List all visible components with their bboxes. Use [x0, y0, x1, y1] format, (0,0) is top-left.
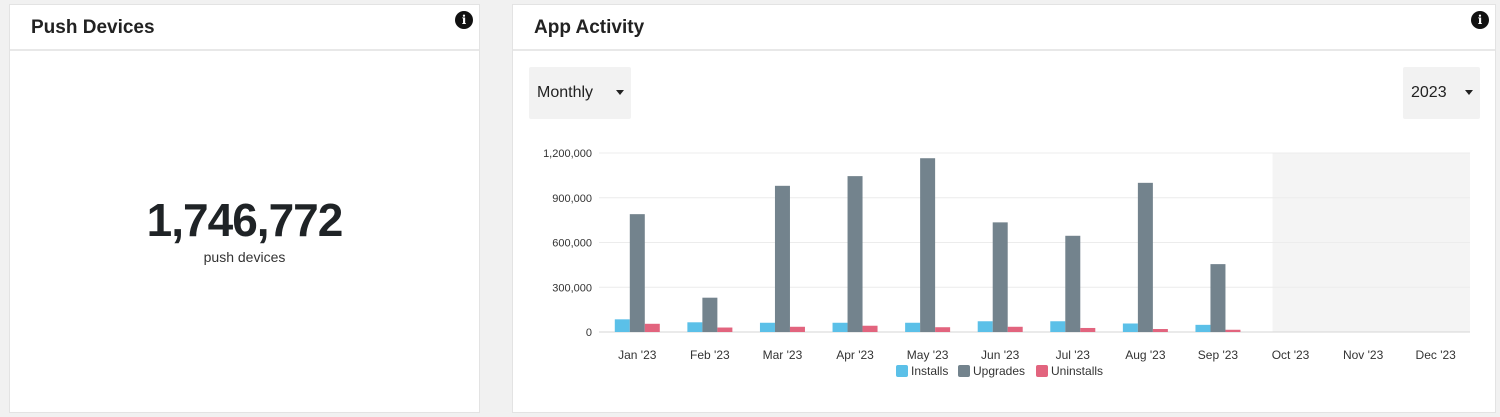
x-tick-label: Sep '23 — [1198, 348, 1239, 362]
legend-label: Upgrades — [973, 364, 1025, 378]
bar-upgrades — [774, 185, 790, 332]
period-select-value: Monthly — [537, 84, 594, 101]
bar-installs — [905, 322, 921, 332]
bar-installs — [687, 322, 703, 332]
legend-item-upgrades[interactable]: Upgrades — [958, 364, 1025, 378]
bar-installs — [832, 322, 848, 332]
x-tick-label: Feb '23 — [690, 348, 730, 362]
card-title: App Activity — [534, 17, 645, 38]
bar-uninstalls — [717, 327, 733, 332]
y-tick-label: 600,000 — [552, 238, 592, 250]
y-tick-label: 300,000 — [552, 282, 592, 294]
bar-uninstalls — [1007, 326, 1023, 332]
x-tick-label: Jan '23 — [618, 348, 657, 362]
bar-installs — [1050, 321, 1066, 332]
bar-installs — [1122, 323, 1138, 332]
y-tick-label: 1,200,000 — [543, 148, 592, 160]
bar-uninstalls — [935, 327, 951, 332]
legend-label: Uninstalls — [1051, 364, 1103, 378]
bar-upgrades — [992, 222, 1008, 332]
legend-swatch — [958, 365, 970, 377]
y-tick-label: 900,000 — [552, 193, 592, 205]
app-activity-chart: 0 300,000 600,000 900,000 1,200,000 Jan '23 Fe… — [543, 148, 1470, 378]
period-select[interactable]: Monthly — [529, 67, 631, 119]
year-select-value: 2023 — [1411, 84, 1447, 101]
card-title: Push Devices — [31, 17, 155, 38]
x-tick-label: Apr '23 — [836, 348, 874, 362]
bar-upgrades — [1065, 235, 1081, 332]
caret-down-icon — [1465, 90, 1473, 95]
info-icon[interactable]: i — [1471, 11, 1489, 29]
x-tick-label: May '23 — [907, 348, 949, 362]
bar-upgrades — [1210, 264, 1226, 332]
bar-installs — [1195, 324, 1211, 332]
legend-swatch — [1036, 365, 1048, 377]
push-devices-count: 1,746,772 — [146, 194, 344, 246]
x-tick-label: Oct '23 — [1272, 348, 1310, 362]
push-devices-card: Push Devices i 1,746,772 push devices — [9, 4, 480, 413]
x-tick-label: Aug '23 — [1125, 348, 1166, 362]
bar-upgrades — [1137, 182, 1153, 332]
x-tick-label: Jul '23 — [1056, 348, 1091, 362]
push-devices-caption: push devices — [203, 249, 286, 265]
bar-uninstalls — [789, 326, 805, 332]
bar-uninstalls — [1152, 329, 1168, 332]
bar-upgrades — [847, 176, 863, 332]
info-icon[interactable]: i — [455, 11, 473, 29]
caret-down-icon — [616, 90, 624, 95]
bar-installs — [614, 319, 630, 332]
bar-upgrades — [920, 158, 936, 332]
legend-swatch — [896, 365, 908, 377]
x-tick-label: Dec '23 — [1416, 348, 1457, 362]
bar-upgrades — [629, 214, 645, 332]
bar-uninstalls — [644, 323, 660, 332]
bar-upgrades — [702, 297, 718, 332]
bar-uninstalls — [1225, 329, 1241, 332]
legend-item-uninstalls[interactable]: Uninstalls — [1036, 364, 1103, 378]
year-select[interactable]: 2023 — [1403, 67, 1480, 119]
card-header: Push Devices — [10, 5, 479, 51]
legend-label: Installs — [911, 364, 948, 378]
x-tick-label: Nov '23 — [1343, 348, 1384, 362]
bar-installs — [977, 321, 993, 332]
bar-uninstalls — [862, 325, 878, 332]
x-tick-label: Mar '23 — [763, 348, 803, 362]
bar-installs — [759, 322, 775, 332]
card-header: App Activity — [513, 5, 1495, 51]
bar-uninstalls — [1080, 327, 1096, 332]
app-activity-card: App Activity i Monthly 2023 0 300,000 600,… — [512, 4, 1496, 413]
x-tick-label: Jun '23 — [981, 348, 1020, 362]
legend-item-installs[interactable]: Installs — [896, 364, 948, 378]
y-tick-label: 0 — [586, 327, 592, 339]
